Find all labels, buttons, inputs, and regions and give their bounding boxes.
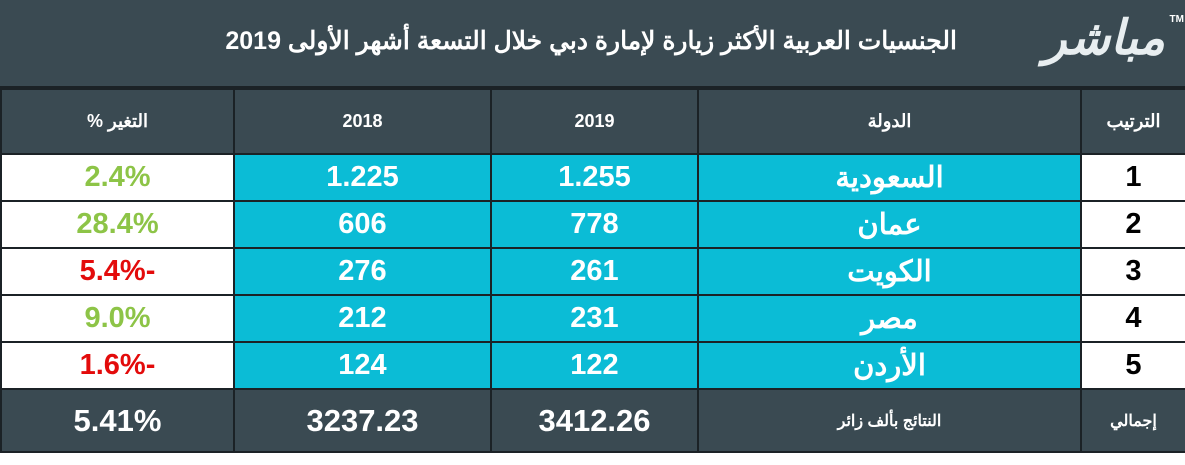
country: الكويت — [697, 247, 1082, 296]
logo: مباشر — [1043, 10, 1165, 66]
change: 28.4% — [0, 200, 235, 249]
column-header: 2018 — [233, 88, 492, 155]
total-cell: النتائج بألف زائر — [697, 388, 1082, 453]
rank: 1 — [1080, 153, 1185, 202]
total-cell: 5.41% — [0, 388, 235, 453]
total-cell: 3237.23 — [233, 388, 492, 453]
title: الجنسيات العربية الأكثر زيارة لإمارة دبي… — [225, 27, 957, 55]
total-cell: إجمالي — [1080, 388, 1185, 453]
value: 231 — [490, 294, 699, 343]
header: الجنسيات العربية الأكثر زيارة لإمارة دبي… — [0, 0, 1185, 88]
value: 261 — [490, 247, 699, 296]
data-row: 4 مصر 231 212 9.0% — [0, 294, 1185, 343]
header-row: الترتيب الدولة 2019 2018 التغير % — [0, 88, 1185, 155]
logo-mark: TM — [1169, 14, 1184, 25]
change: 2.4% — [0, 153, 235, 202]
value: 1.225 — [233, 153, 492, 202]
change: -5.4% — [0, 247, 235, 296]
value: 606 — [233, 200, 492, 249]
total-cell: 3412.26 — [490, 388, 699, 453]
country: الأردن — [697, 341, 1082, 390]
data-row: 3 الكويت 261 276 -5.4% — [0, 247, 1185, 296]
rank: 3 — [1080, 247, 1185, 296]
country: مصر — [697, 294, 1082, 343]
total-row: إجمالي النتائج بألف زائر 3412.26 3237.23 5.4… — [0, 388, 1185, 453]
rank: 4 — [1080, 294, 1185, 343]
value: 124 — [233, 341, 492, 390]
data-row: 5 الأردن 122 124 -1.6% — [0, 341, 1185, 390]
change: 9.0% — [0, 294, 235, 343]
value: 212 — [233, 294, 492, 343]
table: الترتيب الدولة 2019 2018 التغير % 1 السعودية 1.… — [0, 88, 1185, 453]
column-header: الدولة — [697, 88, 1082, 155]
data-row: 2 عمان 778 606 28.4% — [0, 200, 1185, 249]
value: 122 — [490, 341, 699, 390]
value: 276 — [233, 247, 492, 296]
column-header: 2019 — [490, 88, 699, 155]
value: 778 — [490, 200, 699, 249]
country: عمان — [697, 200, 1082, 249]
change: -1.6% — [0, 341, 235, 390]
rank: 5 — [1080, 341, 1185, 390]
column-header: الترتيب — [1080, 88, 1185, 155]
rank: 2 — [1080, 200, 1185, 249]
value: 1.255 — [490, 153, 699, 202]
data-row: 1 السعودية 1.255 1.225 2.4% — [0, 153, 1185, 202]
column-header: التغير % — [0, 88, 235, 155]
country: السعودية — [697, 153, 1082, 202]
table-body: الترتيب الدولة 2019 2018 التغير % 1 السعودية 1.… — [0, 88, 1185, 453]
